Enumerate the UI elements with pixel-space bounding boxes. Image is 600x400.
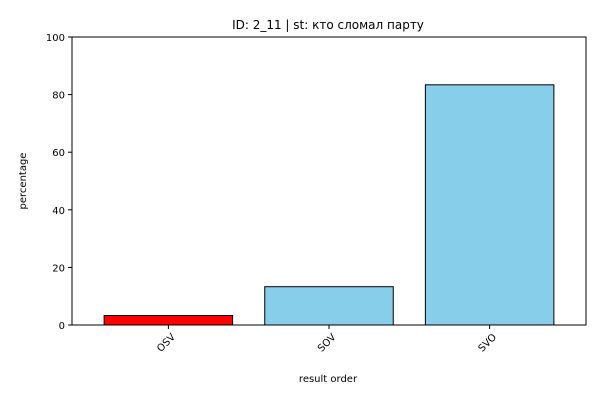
y-tick-label: 20 — [52, 263, 65, 274]
plot-frame — [71, 36, 587, 326]
x-tick-label-sov: SOV — [316, 332, 339, 355]
bar-sov — [264, 286, 394, 326]
bar-svo — [424, 84, 555, 326]
x-axis-label: result order — [299, 374, 358, 385]
y-axis-label: percentage — [18, 153, 29, 210]
y-tick-label: 100 — [46, 33, 65, 44]
y-tick-label: 40 — [52, 206, 65, 217]
plot-area: 0 20 40 60 80 100 OSV SOV SVO — [46, 33, 555, 355]
y-tick-label: 60 — [52, 148, 65, 159]
y-tick-label: 80 — [52, 91, 65, 102]
x-tick-label-osv: OSV — [155, 332, 178, 355]
y-tick-label: 0 — [59, 321, 65, 332]
x-tick-label-svo: SVO — [477, 332, 500, 355]
bar-osv — [103, 314, 234, 326]
chart-title: ID: 2_11 | st: кто сломал парту — [232, 18, 424, 32]
